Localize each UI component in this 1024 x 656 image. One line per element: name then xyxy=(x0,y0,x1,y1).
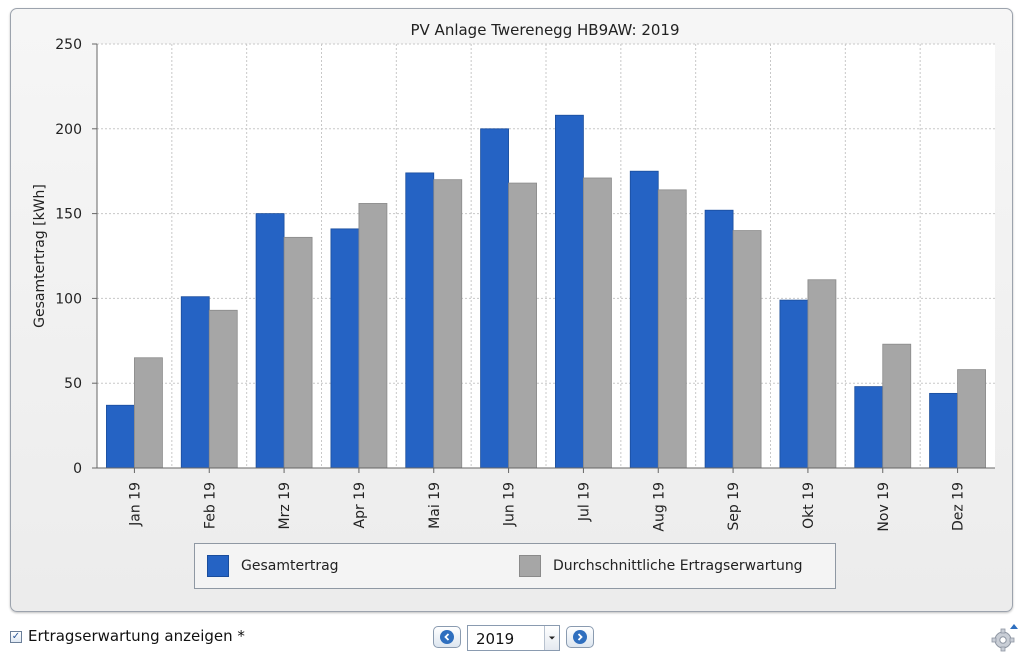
x-tick-label: Mrz 19 xyxy=(277,482,293,529)
bar-ertragserwartung xyxy=(957,369,986,469)
bar-gesamtertrag xyxy=(929,392,958,469)
x-tick-label: Dez 19 xyxy=(951,482,967,531)
ertragserwartung-checkbox[interactable]: ✓ xyxy=(10,631,22,643)
legend-label-ertragserwartung: Durchschnittliche Ertragserwartung xyxy=(553,558,803,574)
legend-item-ertragserwartung: Durchschnittliche Ertragserwartung xyxy=(519,544,803,588)
x-tick-label: Jul 19 xyxy=(576,482,592,522)
chevron-left-icon xyxy=(440,630,454,644)
x-tick-label: Apr 19 xyxy=(352,482,368,528)
bar-gesamtertrag xyxy=(405,172,435,469)
y-tick-label: 100 xyxy=(55,291,82,307)
y-tick-label: 0 xyxy=(73,461,82,477)
y-tick-label: 250 xyxy=(55,37,82,53)
bar-ertragserwartung xyxy=(283,236,313,469)
bar-gesamtertrag xyxy=(180,296,210,469)
bar-ertragserwartung xyxy=(208,309,238,469)
y-tick-label: 50 xyxy=(64,376,82,392)
bar-ertragserwartung xyxy=(583,177,612,469)
bar-ertragserwartung xyxy=(134,357,163,469)
bar-gesamtertrag xyxy=(106,404,135,469)
bar-gesamtertrag xyxy=(480,128,509,469)
x-tick-label: Jun 19 xyxy=(502,482,518,527)
previous-year-button[interactable] xyxy=(433,626,461,648)
x-tick-label: Feb 19 xyxy=(202,482,218,529)
year-select[interactable]: 2019 xyxy=(467,625,560,651)
bar-gesamtertrag xyxy=(255,213,285,469)
bar-gesamtertrag xyxy=(330,228,360,469)
gear-icon[interactable] xyxy=(990,622,1020,652)
y-tick-label: 150 xyxy=(55,207,82,223)
bar-ertragserwartung xyxy=(882,343,912,469)
bar-ertragserwartung xyxy=(358,203,388,469)
x-tick-label: Sep 19 xyxy=(726,482,742,531)
bar-ertragserwartung xyxy=(657,189,687,469)
chevron-right-icon xyxy=(573,630,587,644)
bar-gesamtertrag xyxy=(555,114,584,469)
bar-gesamtertrag xyxy=(779,299,809,469)
legend-swatch-gesamtertrag xyxy=(207,555,229,577)
bar-gesamtertrag xyxy=(854,386,884,469)
bar-chart: PV Anlage Twerenegg HB9AW: 2019 Gesamter… xyxy=(32,21,995,532)
bar-ertragserwartung xyxy=(433,179,463,469)
bar-ertragserwartung xyxy=(807,279,837,469)
y-tick-label: 200 xyxy=(55,122,82,138)
axis-layer: 0 50 100 150 200 250 Jan 19 Feb 19 Mrz 19 Apr 19 M… xyxy=(55,37,995,532)
x-tick-label: Jan 19 xyxy=(127,482,143,527)
bar-layer xyxy=(106,114,986,469)
year-select-value: 2019 xyxy=(476,630,515,648)
chevron-down-icon[interactable] xyxy=(544,626,559,650)
bottom-toolbar: ✓ Ertragserwartung anzeigen * 2019 xyxy=(0,620,1024,656)
ertragserwartung-checkbox-label[interactable]: Ertragserwartung anzeigen * xyxy=(28,627,245,645)
x-tick-label: Okt 19 xyxy=(801,482,817,529)
bar-gesamtertrag xyxy=(629,170,659,469)
legend-label-gesamtertrag: Gesamtertrag xyxy=(241,558,339,574)
x-tick-label: Mai 19 xyxy=(427,482,443,529)
x-tick-label: Nov 19 xyxy=(876,482,892,532)
next-year-button[interactable] xyxy=(566,626,594,648)
x-tick-label: Aug 19 xyxy=(651,482,667,532)
bar-ertragserwartung xyxy=(732,230,762,469)
bar-gesamtertrag xyxy=(704,209,734,469)
chart-title: PV Anlage Twerenegg HB9AW: 2019 xyxy=(410,21,679,39)
bar-ertragserwartung xyxy=(508,182,537,469)
legend-item-gesamtertrag: Gesamtertrag xyxy=(207,544,339,588)
grid-layer xyxy=(97,43,995,468)
legend-swatch-ertragserwartung xyxy=(519,555,541,577)
y-axis-label: Gesamtertrag [kWh] xyxy=(32,184,48,328)
legend: Gesamtertrag Durchschnittliche Ertragser… xyxy=(194,543,836,589)
